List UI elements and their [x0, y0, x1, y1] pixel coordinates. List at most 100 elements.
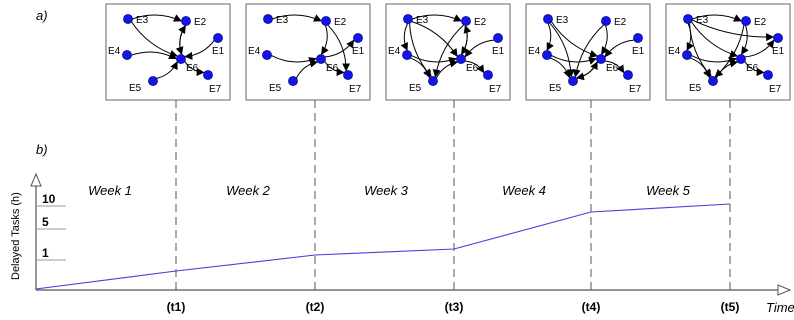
node-label: E1	[632, 46, 645, 57]
snapshot-panel: E1 E2 E3 E4 E5 E6 E7	[665, 3, 791, 101]
week-label: Week 2	[226, 183, 271, 198]
node-label: E3	[556, 15, 569, 26]
graph-edge	[327, 24, 351, 72]
graph-node	[633, 33, 643, 43]
node-label: E5	[409, 83, 422, 94]
graph-edge	[184, 60, 205, 76]
node-label: E2	[474, 17, 487, 28]
graph-node	[708, 76, 718, 86]
graph-node	[683, 14, 693, 24]
panel-b-label: b)	[36, 142, 48, 157]
graph-edge	[432, 24, 465, 78]
snapshot-panel: E1 E2 E3 E4 E5 E6 E7	[385, 3, 511, 101]
graph-node	[601, 16, 611, 26]
graph-node	[763, 70, 773, 80]
graph-edge	[464, 60, 485, 74]
node-label: E3	[136, 15, 149, 26]
graph-node	[456, 54, 466, 64]
graph-edge	[411, 20, 458, 57]
node-label: E2	[754, 17, 767, 28]
node-label: E7	[209, 84, 222, 95]
week-labels: Week 1 Week 2 Week 3 Week 4 Week 5	[88, 183, 691, 198]
node-label: E5	[549, 83, 562, 94]
time-label: (t2)	[306, 300, 325, 314]
time-separators	[175, 100, 731, 290]
time-label: (t3)	[445, 300, 464, 314]
week-label: Week 4	[502, 183, 546, 198]
graph-node	[213, 33, 223, 43]
graph-edge	[688, 22, 712, 78]
node-label: E6	[466, 63, 479, 74]
graph-edge	[130, 51, 177, 60]
graph-node	[343, 70, 353, 80]
delayed-tasks-line	[35, 203, 731, 290]
time-label: (t5)	[721, 300, 740, 314]
node-label: E1	[212, 46, 225, 57]
node-label: E4	[668, 46, 681, 57]
graph-node	[568, 76, 578, 86]
graph-edge	[601, 24, 609, 55]
node-label: E7	[349, 84, 362, 95]
node-label: E3	[696, 15, 709, 26]
y-tick-label: 10	[42, 192, 56, 206]
graph-edge	[576, 61, 598, 80]
node-label: E7	[629, 84, 642, 95]
graph-edge	[461, 25, 472, 56]
graph-node	[316, 54, 326, 64]
node-label: E6	[746, 63, 759, 74]
week-label: Week 1	[88, 183, 132, 198]
node-label: E1	[352, 46, 365, 57]
graph-node	[741, 16, 751, 26]
graph-edge	[184, 39, 215, 60]
graph-node	[263, 14, 273, 24]
graph-node	[402, 50, 412, 60]
graph-node	[736, 54, 746, 64]
graph-node	[148, 76, 158, 86]
graph-node	[321, 16, 331, 26]
graph-edge	[295, 59, 319, 79]
node-label: E6	[326, 63, 339, 74]
node-label: E5	[269, 83, 282, 94]
graph-node	[461, 16, 471, 26]
graph-node	[483, 70, 493, 80]
graph-edge	[411, 14, 462, 22]
graph-edge	[604, 60, 625, 74]
graph-edge	[409, 57, 431, 79]
graph-node	[428, 76, 438, 86]
graph-node	[403, 14, 413, 24]
y-ticks: 10 5 1	[36, 192, 66, 261]
graph-edge	[744, 60, 765, 76]
graph-node	[493, 33, 503, 43]
graph-edge	[546, 22, 554, 51]
graph-edge	[744, 39, 775, 58]
graph-node	[543, 14, 553, 24]
node-label: E1	[492, 46, 505, 57]
week-label: Week 5	[646, 183, 691, 198]
node-label: E5	[689, 83, 702, 94]
graph-node	[181, 16, 191, 26]
graph-edge	[691, 14, 742, 22]
y-tick-label: 1	[42, 246, 49, 260]
node-label: E5	[129, 83, 142, 94]
graph-node	[123, 14, 133, 24]
node-label: E2	[334, 17, 347, 28]
node-label: E4	[388, 46, 401, 57]
graph-edge	[131, 14, 182, 22]
node-label: E2	[194, 17, 207, 28]
graph-edge	[324, 39, 355, 58]
graph-edge	[572, 24, 605, 78]
node-label: E4	[108, 46, 121, 57]
node-label: E2	[614, 17, 627, 28]
graph-edge	[604, 39, 635, 58]
y-axis-title: Delayed Tasks (h)	[10, 192, 22, 280]
graph-node	[542, 50, 552, 60]
graph-edge	[691, 19, 775, 42]
graph-edge	[178, 25, 186, 56]
node-label: E3	[416, 15, 429, 26]
node-label: E6	[606, 63, 619, 74]
graph-edge	[550, 21, 598, 58]
x-axis-title: Time	[766, 300, 794, 315]
time-labels: (t1) (t2) (t3) (t4) (t5)	[167, 300, 740, 314]
node-label: E4	[528, 46, 541, 57]
graph-node	[176, 54, 186, 64]
